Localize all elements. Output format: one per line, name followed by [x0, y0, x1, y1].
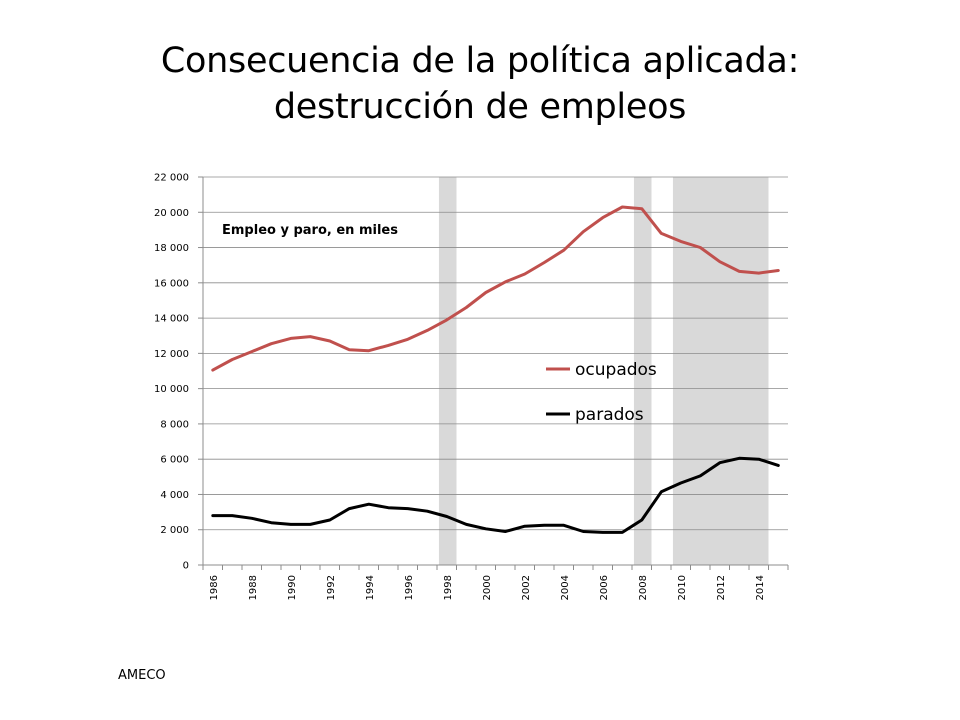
- y-tick-label: 12 000: [154, 349, 189, 360]
- x-tick-label: 2014: [755, 575, 766, 600]
- series-line-ocupados: [211, 205, 780, 372]
- y-tick-label: 4 000: [160, 490, 189, 501]
- y-tick-label: 8 000: [160, 419, 189, 430]
- y-tick-label: 22 000: [154, 173, 189, 184]
- axes: [198, 176, 789, 570]
- y-tick-label: 18 000: [154, 243, 189, 254]
- x-tick-label: 1986: [209, 575, 220, 600]
- x-tick-labels: 1986 1988 1990 1992 1994 1996 1998 2000 2002 2004…: [209, 575, 766, 600]
- x-tick-label: 2000: [482, 575, 493, 600]
- slide-title-line-1: Consecuencia de la política aplicada:: [160, 41, 800, 81]
- x-tick-label: 2006: [599, 575, 610, 600]
- source-label: AMECO: [118, 668, 166, 683]
- x-tick-label: 2012: [716, 575, 727, 600]
- y-tick-label: 14 000: [154, 314, 189, 325]
- legend-label-parados: parados: [575, 405, 644, 425]
- x-tick-label: 1994: [365, 575, 376, 600]
- x-tick-label: 2002: [521, 575, 532, 600]
- x-tick-label: 1988: [248, 575, 259, 600]
- slide-title-line-2: destrucción de empleos: [273, 87, 687, 127]
- legend-label-ocupados: ocupados: [575, 360, 657, 380]
- y-tick-label: 10 000: [154, 384, 189, 395]
- y-tick-label: 6 000: [160, 455, 189, 466]
- x-tick-label: 2004: [560, 575, 571, 600]
- x-tick-label: 1992: [326, 575, 337, 600]
- shaded-period-2: [672, 177, 769, 565]
- y-tick-label: 20 000: [154, 208, 189, 219]
- shaded-periods: [438, 177, 769, 565]
- x-tick-label: 1998: [443, 575, 454, 600]
- x-tick-label: 1990: [287, 575, 298, 600]
- y-tick-label: 2 000: [160, 525, 189, 536]
- series-lines: [211, 205, 780, 534]
- shaded-period-0: [438, 177, 457, 565]
- shaded-period-1: [633, 177, 652, 565]
- series-line-parados: [211, 456, 780, 534]
- x-tick-label: 1996: [404, 575, 415, 600]
- x-tick-label: 2008: [638, 575, 649, 600]
- y-tick-label: 0: [183, 561, 189, 572]
- legend: ocupados parados: [546, 360, 657, 425]
- y-tick-labels: 0 2 000 4 000 6 000 8 000 10 000 12 000 14 000 1…: [154, 173, 189, 572]
- slide-title: Consecuencia de la política aplicada: de…: [0, 38, 960, 130]
- x-tick-label: 2010: [677, 575, 688, 600]
- y-tick-label: 16 000: [154, 278, 189, 289]
- chart-annotation: Empleo y paro, en miles: [222, 223, 398, 238]
